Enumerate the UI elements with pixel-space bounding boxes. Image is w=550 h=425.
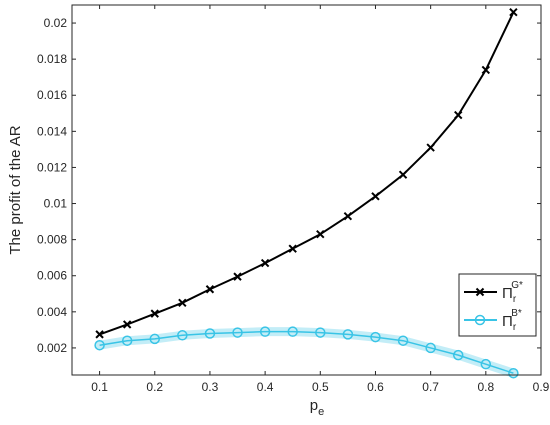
data-point [177, 330, 188, 341]
y-tick-label: 0.004 [37, 305, 67, 319]
data-point [260, 258, 270, 268]
x-tick-label: 0.6 [367, 380, 384, 394]
data-point [178, 298, 187, 308]
data-point [370, 331, 381, 343]
x-tick-label: 0.2 [146, 380, 163, 394]
data-point [121, 335, 133, 346]
legend-marker-g [475, 287, 485, 297]
x-tick-label: 0.1 [91, 380, 108, 394]
data-point [452, 349, 464, 361]
x-axis-ticks: 0.1 0.2 0.3 0.4 0.5 0.6 0.7 0.8 0.9 [91, 5, 550, 394]
y-tick-label: 0.008 [37, 233, 67, 247]
data-point [426, 143, 435, 152]
data-point [287, 326, 298, 337]
legend-label-g: ΠrG* [502, 280, 523, 305]
data-point [480, 358, 492, 370]
data-point [316, 230, 325, 239]
data-point [397, 335, 409, 346]
data-point [122, 320, 132, 329]
x-tick-label: 0.4 [257, 380, 274, 394]
data-point [150, 309, 159, 318]
legend-label-b: ΠrB* [502, 308, 522, 333]
data-point [205, 285, 215, 294]
data-point [481, 65, 491, 75]
data-point [315, 327, 326, 338]
x-tick-label: 0.3 [202, 380, 219, 394]
data-point [94, 339, 105, 351]
data-point [288, 244, 297, 253]
data-point [454, 110, 463, 120]
y-tick-label: 0.012 [37, 160, 67, 174]
legend-marker-b [474, 314, 486, 326]
series-line [99, 330, 514, 374]
plot-frame [71, 4, 542, 376]
data-point [232, 327, 243, 338]
data-point [425, 342, 436, 354]
data-point [233, 272, 242, 281]
x-tick-label: 0.5 [312, 380, 329, 394]
series-line [99, 11, 515, 336]
x-tick-label: 0.9 [533, 380, 550, 394]
data-point [398, 170, 408, 179]
data-point [149, 333, 161, 345]
data-point [509, 8, 518, 17]
series-b [94, 326, 519, 379]
data-point [343, 211, 353, 221]
y-tick-label: 0.016 [37, 88, 67, 102]
data-point [371, 192, 380, 201]
y-tick-label: 0.006 [37, 269, 67, 283]
data-point [508, 367, 519, 379]
data-point [342, 329, 354, 340]
legend: ΠrG* ΠrB* [458, 273, 537, 337]
x-tick-label: 0.7 [422, 380, 439, 394]
y-tick-label: 0.01 [44, 197, 68, 211]
y-tick-label: 0.002 [37, 341, 67, 355]
x-axis-label: pe [310, 397, 324, 418]
series-g [95, 8, 518, 339]
series-layer [94, 8, 519, 379]
data-point [95, 330, 104, 339]
data-point [259, 326, 271, 337]
data-point [204, 328, 216, 339]
y-tick-label: 0.018 [37, 52, 67, 66]
legend-box [458, 273, 537, 337]
y-tick-label: 0.02 [44, 16, 68, 30]
y-axis-ticks: 0.002 0.004 0.006 0.008 0.01 0.012 0.014 0.016 0… [37, 16, 541, 355]
y-tick-label: 0.014 [37, 124, 67, 138]
x-tick-label: 0.8 [477, 380, 494, 394]
y-axis-label: The profit of the AR [7, 125, 24, 254]
